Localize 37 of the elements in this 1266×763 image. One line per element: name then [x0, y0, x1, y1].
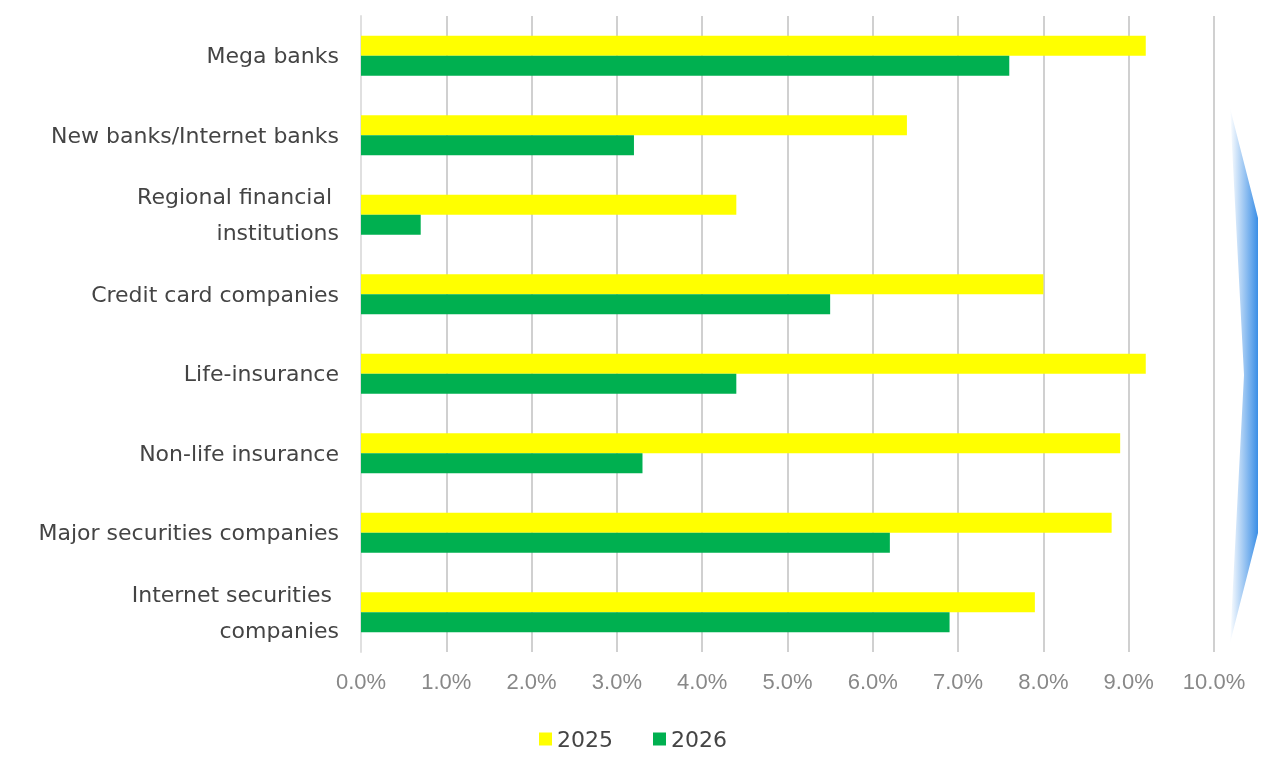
bar: [361, 353, 1146, 374]
bar: [361, 453, 643, 474]
x-tick-label: 3.0%: [591, 668, 642, 694]
bar: [361, 532, 890, 553]
x-tick-label: 6.0%: [847, 668, 898, 694]
bar: [361, 294, 831, 315]
x-tick-label: 2.0%: [506, 668, 557, 694]
bar: [361, 512, 1112, 533]
y-tick-label: Regional financial institutions: [137, 184, 339, 246]
bar: [361, 115, 907, 136]
y-tick-label: Internet securities companies: [131, 581, 339, 643]
legend-label: 2026: [671, 726, 727, 752]
x-tick-label: 4.0%: [677, 668, 728, 694]
bar: [361, 55, 1010, 76]
bar: [361, 194, 737, 215]
x-tick-label: 10.0%: [1182, 668, 1246, 694]
bar: [361, 592, 1035, 613]
y-tick-label: Non-life insurance: [139, 440, 339, 466]
bar: [361, 135, 634, 156]
x-tick-label: 8.0%: [1018, 668, 1069, 694]
y-tick-label: Major securities companies: [38, 520, 339, 546]
x-tick-label: 1.0%: [421, 668, 472, 694]
bar: [361, 274, 1044, 295]
x-tick-label: 0.0%: [335, 668, 387, 694]
y-tick-label: Life-insurance: [183, 361, 339, 387]
x-tick-label: 7.0%: [933, 668, 984, 694]
bar: [361, 373, 737, 394]
bar: [361, 35, 1146, 56]
bar: [361, 214, 421, 235]
x-tick-label: 5.0%: [762, 668, 813, 694]
x-tick-label: 9.0%: [1103, 668, 1154, 694]
y-tick-label: Credit card companies: [91, 281, 339, 307]
y-tick-label: Mega banks: [206, 43, 339, 69]
legend-label: 2025: [557, 726, 614, 752]
y-tick-label: New banks/Internet banks: [51, 122, 339, 148]
bar: [361, 433, 1121, 454]
bar: [361, 612, 950, 633]
